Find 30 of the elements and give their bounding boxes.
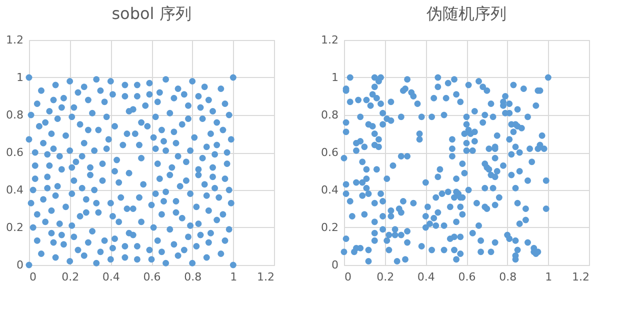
y-tick-label: 1.2 <box>6 34 24 46</box>
y-tick-label: 0.4 <box>6 184 24 196</box>
x-tick-label: 0.6 <box>458 270 476 284</box>
y-tick-label: 0 <box>16 258 24 272</box>
x-tick-label: 1 <box>230 270 238 284</box>
y-tick-label: 1 <box>16 71 24 84</box>
x-tick-label: 0.2 <box>62 270 80 284</box>
y-tick-label: 0 <box>332 258 338 272</box>
x-tick-label: 0 <box>344 270 352 284</box>
y-tick-label: 0.4 <box>321 184 338 196</box>
x-tick-label: 1 <box>545 270 552 284</box>
y-tick-label: 0.2 <box>6 221 24 234</box>
y-tick-label: 0.2 <box>321 221 338 234</box>
x-tick-label: 0.6 <box>143 270 161 284</box>
y-tick-label: 0.6 <box>321 146 338 159</box>
x-tick-label: 0.4 <box>102 270 120 284</box>
y-tick-label: 0.8 <box>321 108 338 122</box>
x-tick-label: 1.2 <box>572 270 590 284</box>
x-tick-label: 1.2 <box>257 270 274 284</box>
chart-title: 伪随机序列 <box>426 4 506 23</box>
x-tick-label: 0.8 <box>184 270 202 284</box>
x-tick-label: 0.4 <box>417 270 435 284</box>
x-tick-label: 0 <box>30 270 36 284</box>
chart-title: sobol 序列 <box>112 4 192 23</box>
x-tick-label: 0.8 <box>499 270 517 284</box>
y-tick-label: 0.8 <box>6 108 24 122</box>
y-tick-label: 1.2 <box>321 34 338 46</box>
x-tick-label: 0.2 <box>376 270 394 284</box>
y-tick-label: 1 <box>332 71 338 84</box>
y-tick-label: 0.6 <box>6 146 24 159</box>
